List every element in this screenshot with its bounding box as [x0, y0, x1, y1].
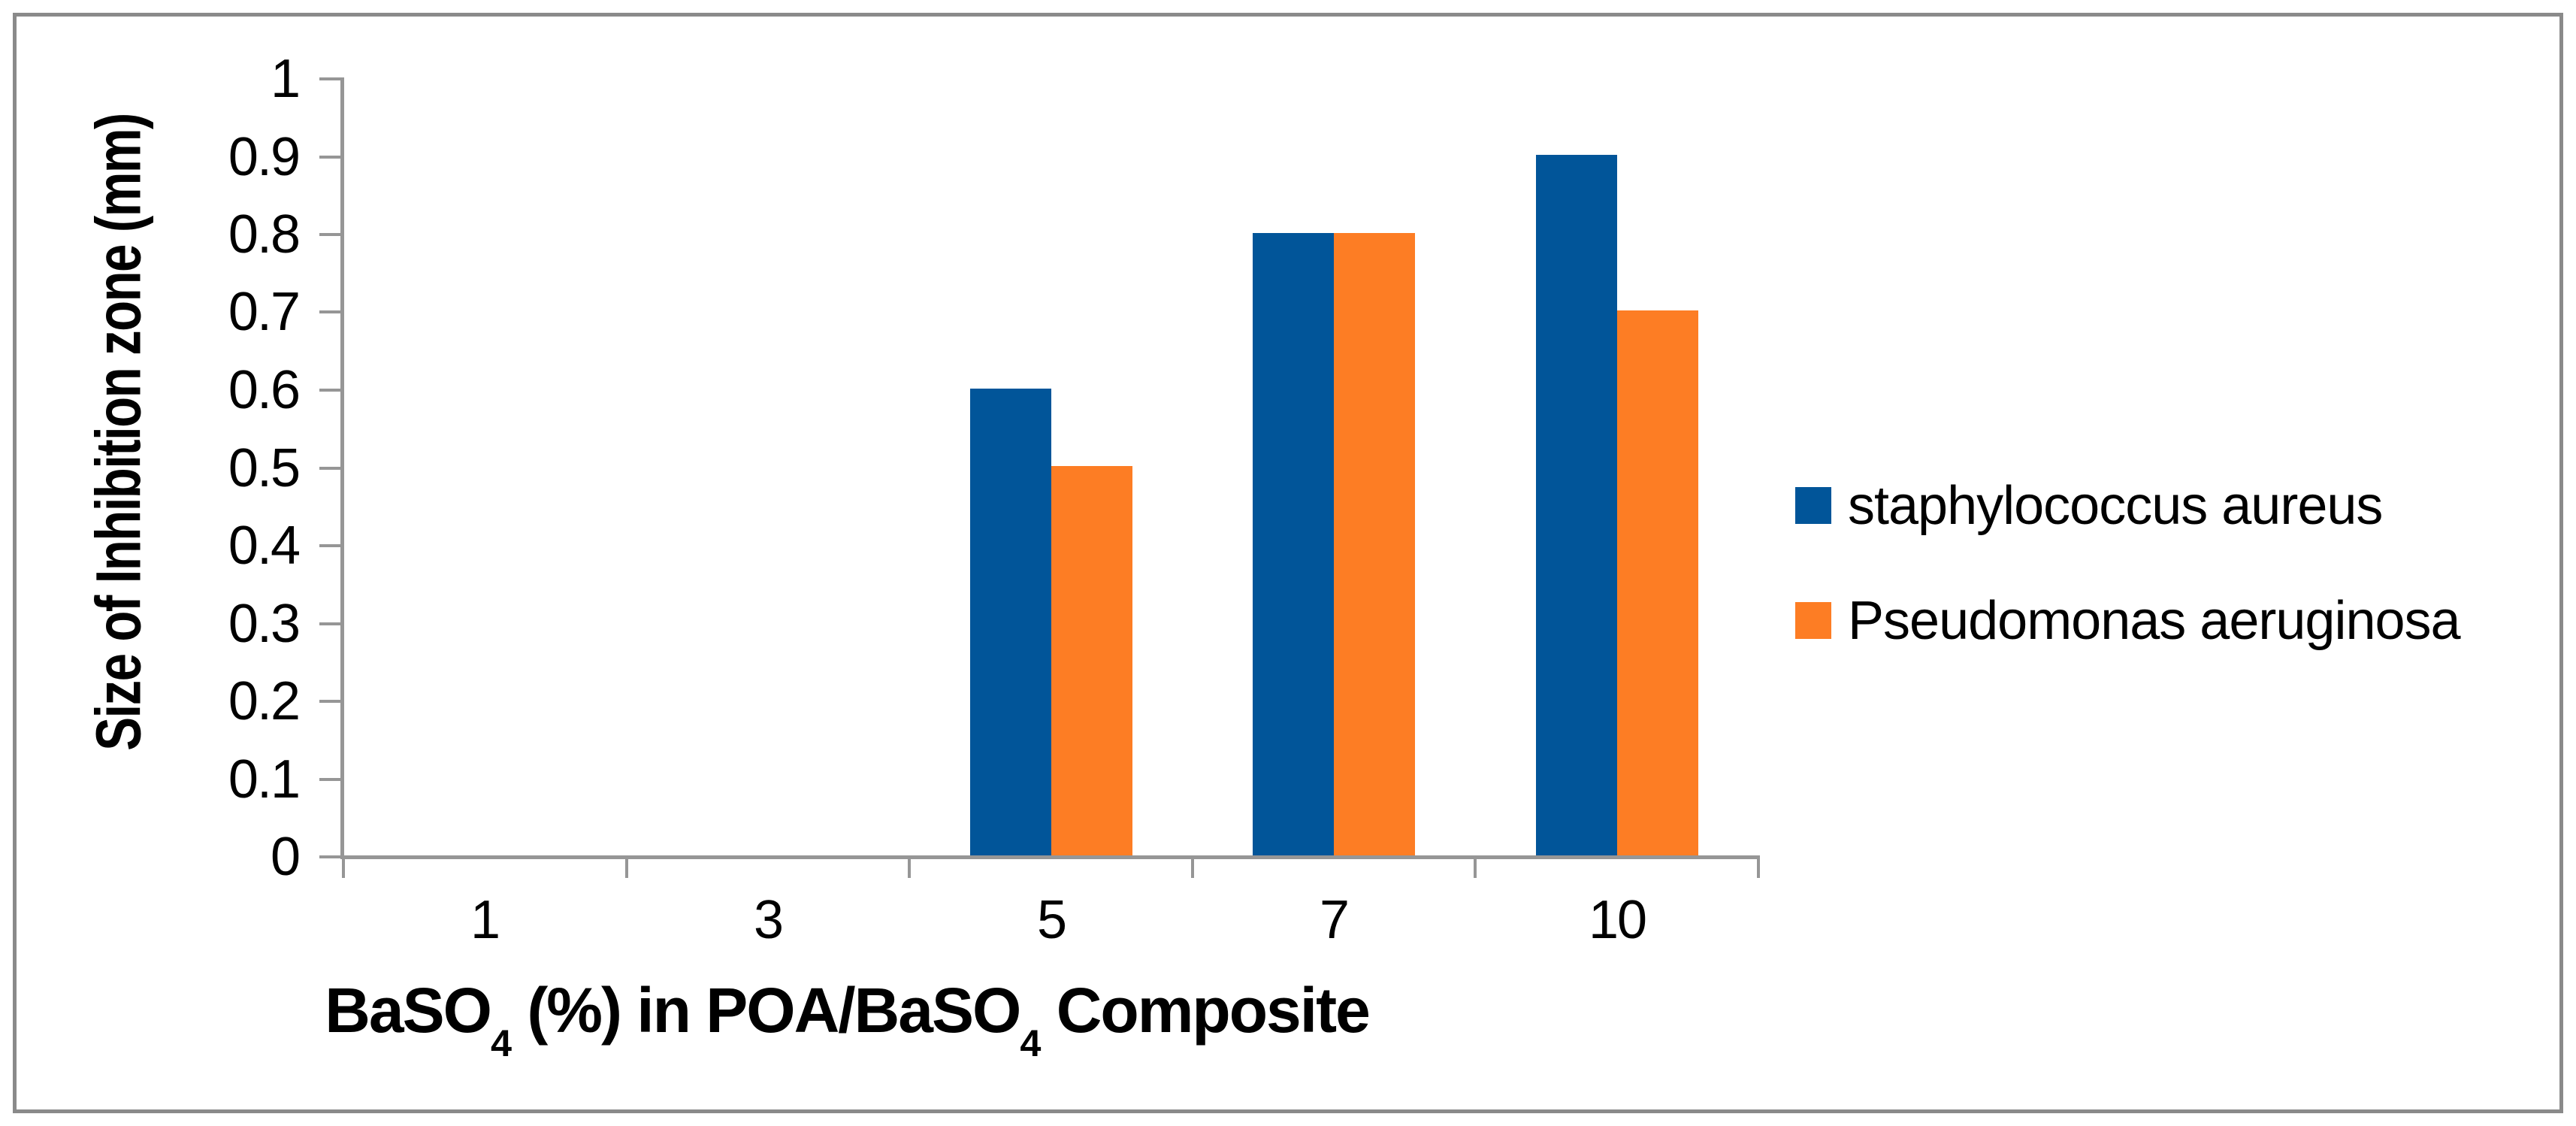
y-tick-label: 0.7 [228, 282, 301, 342]
y-tick-label: 0.4 [228, 516, 301, 576]
legend-swatch-staphylococcus-aureus [1795, 487, 1831, 524]
x-tick-label: 3 [753, 890, 784, 950]
y-tick-label: 1 [270, 49, 301, 109]
y-tick [319, 700, 340, 703]
y-tick-label: 0.9 [228, 127, 301, 187]
y-tick [319, 467, 340, 470]
x-tick [625, 855, 628, 878]
y-tick-label: 0.1 [228, 749, 301, 810]
x-axis-title-subscript: 4 [1020, 1021, 1041, 1064]
legend-label-pseudomonas-aeruginosa: Pseudomonas aeruginosa [1848, 591, 2461, 651]
x-axis-title-text: Composite [1040, 975, 1371, 1046]
bar-series1-cat7 [1253, 233, 1334, 855]
y-tick [319, 389, 340, 392]
x-tick [1757, 855, 1760, 878]
x-tick [1474, 855, 1477, 878]
x-tick-label: 7 [1319, 890, 1350, 950]
y-tick-label: 0.8 [228, 204, 301, 265]
bar-series2-cat10 [1617, 310, 1698, 855]
bar-series2-cat5 [1051, 466, 1132, 855]
y-tick-label: 0.5 [228, 438, 301, 498]
x-tick [908, 855, 911, 878]
figure-border [13, 13, 2563, 1113]
bar-series1-cat10 [1536, 155, 1617, 855]
bar-series1-cat5 [970, 389, 1051, 855]
y-tick [319, 233, 340, 236]
x-axis-title-subscript: 4 [490, 1021, 512, 1064]
y-tick [319, 622, 340, 625]
y-tick [319, 544, 340, 547]
x-tick [342, 855, 345, 878]
y-tick-label: 0.6 [228, 360, 301, 420]
y-tick-label: 0 [270, 827, 301, 887]
x-tick-label: 5 [1036, 890, 1067, 950]
y-tick-label: 0.2 [228, 671, 301, 731]
y-tick [319, 310, 340, 313]
x-axis-line [340, 855, 1760, 859]
y-tick [319, 778, 340, 781]
y-axis-line [340, 77, 344, 859]
x-axis-title: BaSO4 (%) in POA/BaSO4 Composite [298, 974, 1395, 1062]
bar-series2-cat7 [1334, 233, 1415, 855]
y-tick [319, 156, 340, 159]
x-tick [1191, 855, 1194, 878]
y-tick [319, 77, 340, 80]
legend-swatch-pseudomonas-aeruginosa [1795, 602, 1831, 639]
x-axis-title-text: BaSO [325, 975, 492, 1046]
x-tick-label: 1 [470, 890, 500, 950]
y-tick-label: 0.3 [228, 594, 301, 654]
legend-label-staphylococcus-aureus: staphylococcus aureus [1848, 476, 2383, 536]
x-tick-label: 10 [1588, 890, 1647, 950]
y-tick [319, 855, 340, 858]
x-axis-title-text: (%) in POA/BaSO [510, 975, 1021, 1046]
